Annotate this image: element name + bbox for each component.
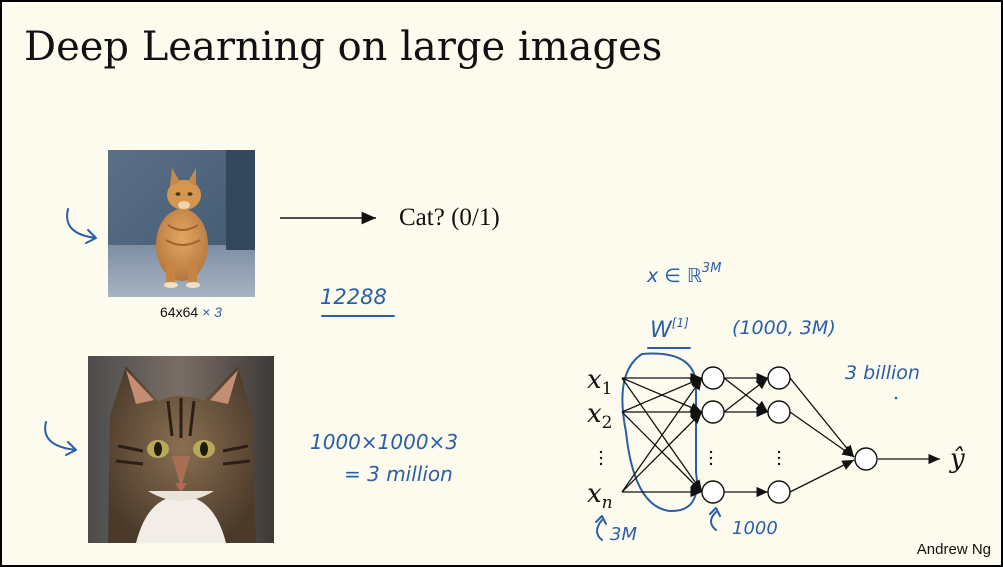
input-x2: x2 (587, 399, 613, 433)
slide-title: Deep Learning on large images (24, 24, 663, 70)
input-x1: x1 (587, 365, 613, 399)
hidden2-node-1 (767, 366, 791, 390)
output-node (854, 447, 878, 471)
ink-dot (894, 396, 898, 400)
param-count: 3 billion (845, 362, 920, 384)
weight-shape: (1000, 3M) (732, 317, 836, 339)
network-edges (621, 372, 940, 498)
hidden2-node-n (767, 480, 791, 504)
output-yhat: ŷ (949, 444, 965, 474)
hook-arrow-large (44, 421, 77, 456)
small-image-dimensions: 64x64 (160, 304, 199, 320)
input-space-annotation: x ∈ ℝ3M (646, 261, 721, 287)
hidden1-node-1 (701, 366, 725, 390)
hook-arrow-small (66, 208, 97, 244)
weight-label: W[1] (650, 316, 689, 343)
large-feature-total: = 3 million (344, 462, 453, 486)
hidden1-node-n (701, 480, 725, 504)
channel-annotation: × 3 (202, 304, 222, 320)
small-image-size-label: 64x64 × 3 (160, 304, 222, 320)
network-nodes (701, 366, 878, 504)
hidden-count-hook (709, 507, 721, 531)
input-xn: xn (587, 479, 613, 513)
author-credit: Andrew Ng (916, 541, 991, 558)
small-feature-count: 12288 (320, 285, 387, 309)
layer-ellipses (599, 450, 781, 466)
hidden1-node-2 (701, 400, 725, 424)
large-feature-dims: 1000×1000×3 (310, 430, 458, 454)
output-question-label: Cat? (0/1) (399, 204, 500, 231)
input-count-hook (595, 515, 607, 541)
hidden2-node-2 (767, 400, 791, 424)
input-count: 3M (610, 524, 637, 545)
hidden-count: 1000 (732, 518, 778, 539)
